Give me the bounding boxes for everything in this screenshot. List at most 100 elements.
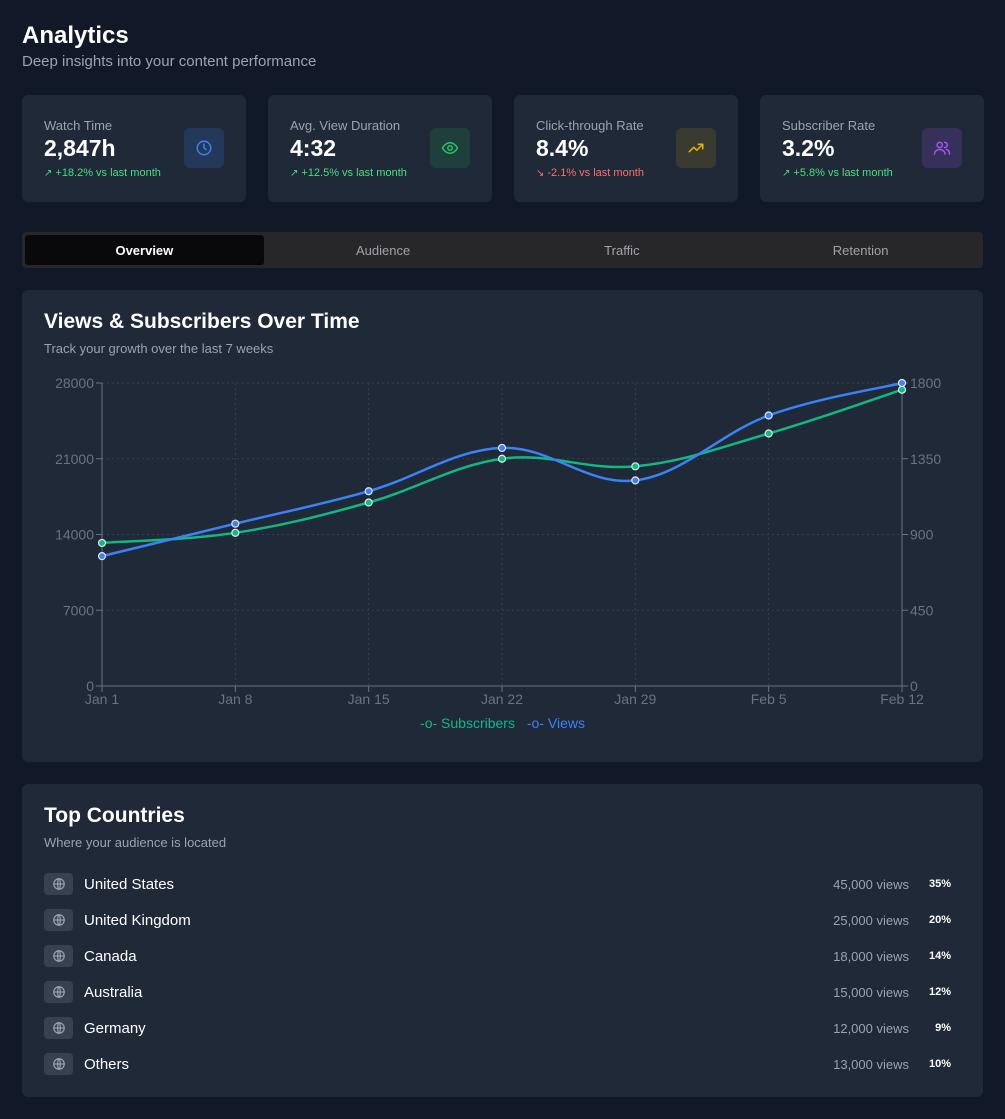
stat-value: 8.4%: [536, 135, 589, 161]
data-point-views: [631, 476, 640, 485]
trend-up-arrow-icon: ↗: [782, 168, 791, 179]
y-tick-label-right: 450: [910, 602, 934, 618]
stat-label: Click-through Rate: [536, 118, 644, 133]
y-tick-label-right: 0: [910, 678, 918, 694]
page-subtitle: Deep insights into your content performa…: [22, 53, 317, 70]
country-name: Australia: [84, 984, 143, 1001]
data-point-views: [97, 552, 107, 561]
stat-card-click-through-rate: Click-through Rate 8.4% ↘ -2.1% vs last m…: [514, 95, 738, 202]
country-row: United Kingdom 25,000 views 20%: [44, 909, 961, 935]
countries-title: Top Countries: [44, 804, 185, 827]
country-name: Others: [84, 1056, 130, 1073]
country-views: 45,000 views: [833, 877, 909, 892]
tab-traffic[interactable]: Traffic: [604, 242, 640, 258]
country-row: Germany 12,000 views 9%: [44, 1017, 961, 1043]
data-point-views: [231, 519, 240, 528]
globe-icon: [44, 945, 73, 967]
y-tick-label-right: 1350: [910, 451, 941, 467]
country-percent: 14%: [928, 950, 951, 962]
data-point-views: [364, 487, 373, 496]
stat-label: Subscriber Rate: [782, 118, 876, 133]
stat-value: 3.2%: [782, 135, 835, 161]
stat-value: 4:32: [290, 135, 337, 161]
globe-icon: [44, 1017, 73, 1039]
country-row: Australia 15,000 views 12%: [44, 981, 961, 1007]
data-point-views: [497, 443, 507, 453]
y-tick-label-left: 0: [86, 678, 94, 694]
legend-item-subscribers[interactable]: -o- Subscribers: [420, 715, 515, 731]
country-row: Others 13,000 views 10%: [44, 1053, 961, 1079]
country-name: United States: [84, 876, 175, 893]
y-tick-label-left: 7000: [63, 602, 94, 618]
country-views: 12,000 views: [833, 1021, 909, 1036]
chart-subtitle: Track your growth over the last 7 weeks: [44, 341, 274, 356]
trend-up-arrow-icon: ↗: [44, 168, 53, 179]
trend-up-arrow-icon: ↗: [290, 168, 299, 179]
y-tick-label-left: 28000: [55, 375, 94, 391]
stat-change: ↘ -2.1% vs last month: [536, 167, 644, 179]
views-subscribers-chart: 0 7000 14000 21000 28000 0 450 900 1350 1800 Jan 1…: [55, 375, 941, 707]
globe-icon: [44, 981, 73, 1003]
x-tick-label: Jan 22: [481, 691, 523, 707]
country-views: 18,000 views: [833, 949, 909, 964]
clock-icon: [184, 128, 224, 168]
country-views: 25,000 views: [833, 913, 909, 928]
country-name: United Kingdom: [84, 912, 191, 929]
chart-title: Views & Subscribers Over Time: [44, 310, 360, 333]
x-tick-label: Jan 1: [85, 691, 119, 707]
stat-change: ↗ +5.8% vs last month: [782, 167, 893, 179]
country-percent: 35%: [928, 878, 951, 890]
legend-line-dot-icon: -o-: [420, 715, 438, 731]
chart-panel: Views & Subscribers Over Time Track your…: [22, 290, 983, 762]
country-percent: 12%: [928, 986, 951, 998]
countries-panel: Top Countries Where your audience is loc…: [22, 784, 983, 1097]
data-point-subscribers: [897, 385, 907, 394]
chart-legend: -o- Subscribers -o- Views: [22, 715, 983, 731]
stat-card-subscriber-rate: Subscriber Rate 3.2% ↗ +5.8% vs last mont…: [760, 95, 984, 202]
data-point-subscribers: [497, 454, 507, 463]
data-point-views: [764, 411, 773, 420]
data-point-subscribers: [97, 538, 107, 548]
x-tick-label: Jan 15: [348, 691, 390, 707]
stat-card-avg-view-duration: Avg. View Duration 4:32 ↗ +12.5% vs last …: [268, 95, 492, 202]
y-tick-label-left: 14000: [55, 527, 94, 543]
data-point-subscribers: [364, 498, 373, 507]
legend-line-dot-icon: -o-: [526, 715, 544, 731]
eye-icon: [430, 128, 470, 168]
x-tick-label: Jan 29: [614, 691, 656, 707]
stat-card-watch-time: Watch Time 2,847h ↗ +18.2% vs last month: [22, 95, 246, 202]
country-percent: 20%: [928, 914, 951, 926]
tab-retention[interactable]: Retention: [832, 242, 889, 258]
x-tick-label: Jan 8: [218, 691, 252, 707]
stat-change: ↗ +12.5% vs last month: [290, 167, 407, 179]
globe-icon: [44, 909, 73, 931]
stat-change: ↗ +18.2% vs last month: [44, 167, 161, 179]
y-tick-label-right: 1800: [910, 375, 941, 391]
country-views: 13,000 views: [833, 1057, 909, 1072]
legend-item-views[interactable]: -o- Views: [526, 715, 585, 731]
country-row: Canada 18,000 views 14%: [44, 945, 961, 971]
country-name: Germany: [84, 1020, 146, 1037]
globe-icon: [44, 873, 73, 895]
country-row: United States 45,000 views 35%: [44, 873, 961, 899]
stat-value: 2,847h: [44, 135, 116, 161]
country-percent: 9%: [935, 1022, 951, 1034]
users-icon: [922, 128, 962, 168]
data-point-subscribers: [764, 429, 773, 438]
trending-up-icon: [676, 128, 716, 168]
data-point-views: [897, 378, 907, 388]
tab-overview[interactable]: Overview: [25, 235, 264, 265]
country-views: 15,000 views: [833, 985, 909, 1000]
y-tick-label-right: 900: [910, 527, 934, 543]
data-point-subscribers: [231, 528, 240, 537]
x-tick-label: Feb 12: [880, 691, 924, 707]
stat-label: Avg. View Duration: [290, 118, 401, 133]
x-tick-label: Feb 5: [751, 691, 787, 707]
stat-label: Watch Time: [44, 118, 113, 133]
tab-audience[interactable]: Audience: [356, 242, 411, 258]
page-title: Analytics: [22, 22, 129, 49]
y-tick-label-left: 21000: [55, 451, 94, 467]
globe-icon: [44, 1053, 73, 1075]
country-name: Canada: [84, 948, 137, 965]
tab-bar: Overview Audience Traffic Retention: [22, 232, 983, 268]
